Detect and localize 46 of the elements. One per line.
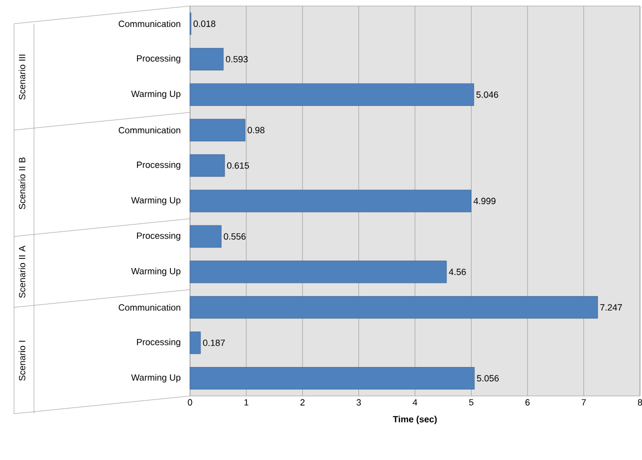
data-label: 0.615 — [227, 162, 249, 169]
x-tick-label: 2 — [300, 399, 305, 406]
x-tick-label: 7 — [582, 399, 586, 406]
x-tick-label: 8 — [638, 399, 642, 406]
x-tick-label: 5 — [469, 399, 474, 406]
bar — [190, 332, 201, 354]
y-tick-label: Warming Up — [131, 374, 180, 382]
data-label: 0.556 — [224, 233, 246, 240]
data-label: 5.056 — [476, 375, 499, 382]
bar — [190, 118, 246, 142]
data-label: 4.999 — [474, 198, 496, 204]
x-tick-label: 1 — [244, 399, 248, 406]
y-tick-label: Processing — [137, 161, 180, 170]
y-tick-label: Warming Up — [131, 196, 180, 206]
data-label: 7.247 — [600, 304, 622, 310]
text: Scenario III — [18, 54, 26, 100]
bar — [190, 296, 598, 319]
bar — [190, 190, 472, 212]
bar — [190, 367, 475, 390]
bar — [190, 154, 225, 177]
data-label: 5.046 — [476, 91, 498, 98]
bar — [190, 260, 447, 284]
y-tick-label: Warming Up — [131, 268, 180, 276]
y-tick-label: Processing — [137, 232, 180, 241]
data-label: 0.187 — [203, 340, 225, 346]
data-label: 0.593 — [226, 56, 248, 62]
y-tick-label: Communication — [118, 304, 180, 311]
x-axis-title: Time (sec) — [392, 416, 437, 424]
y-tick-label: Communication — [118, 20, 180, 28]
text: Scenario II B — [18, 157, 26, 210]
text: Scenario I — [18, 340, 26, 381]
data-label: 0.018 — [194, 20, 216, 27]
y-tick-label: Processing — [137, 54, 180, 64]
y-tick-label: Warming Up — [131, 90, 180, 99]
x-tick-label: 3 — [356, 399, 361, 406]
x-tick-label: 4 — [412, 399, 418, 406]
y-tick-label: Processing — [137, 338, 180, 348]
bar — [190, 48, 224, 70]
x-tick-label: 0 — [188, 399, 192, 406]
data-label: 4.56 — [448, 268, 466, 276]
y-tick-label: Communication — [118, 126, 180, 134]
bar — [190, 83, 474, 106]
x-tick-label: 6 — [525, 399, 530, 406]
bar — [190, 225, 222, 248]
data-label: 0.98 — [248, 126, 264, 134]
text: Scenario II A — [18, 246, 26, 298]
